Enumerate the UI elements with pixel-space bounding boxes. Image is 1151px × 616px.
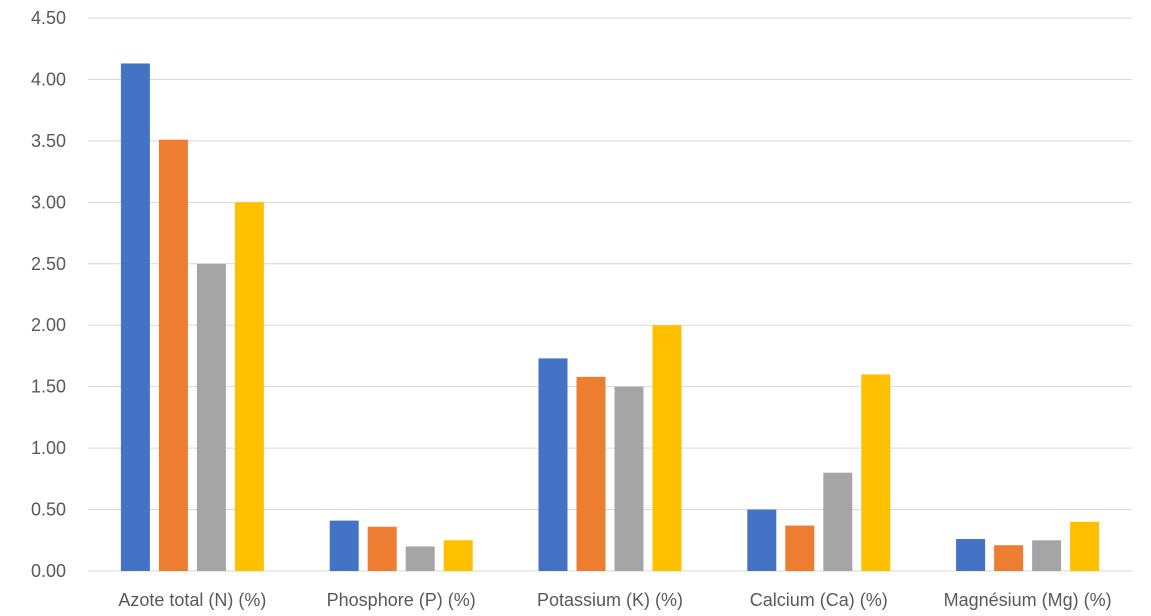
- y-tick-label: 4.00: [31, 69, 66, 89]
- bar-series3-cat2: [405, 546, 435, 571]
- x-category-label: Magnésium (Mg) (%): [944, 590, 1112, 610]
- y-tick-label: 0.50: [31, 500, 66, 520]
- bars: [120, 63, 1100, 572]
- y-tick-label: 1.00: [31, 438, 66, 458]
- bar-series2-cat3: [576, 376, 606, 571]
- bar-series1-cat5: [956, 539, 986, 571]
- x-category-label: Azote total (N) (%): [118, 590, 266, 610]
- bar-series4-cat1: [234, 202, 264, 572]
- bar-series4-cat4: [861, 374, 891, 571]
- y-tick-label: 2.00: [31, 315, 66, 335]
- x-category-label: Calcium (Ca) (%): [750, 590, 888, 610]
- bar-series1-cat1: [120, 63, 150, 572]
- bar-series2-cat5: [994, 545, 1024, 571]
- y-tick-label: 0.00: [31, 561, 66, 581]
- y-tick-label: 3.00: [31, 192, 66, 212]
- bar-series1-cat2: [329, 520, 359, 571]
- bar-series2-cat1: [158, 139, 188, 571]
- bar-series3-cat1: [196, 263, 226, 571]
- x-category-label: Phosphore (P) (%): [327, 590, 476, 610]
- bar-series4-cat3: [652, 325, 682, 571]
- bar-series3-cat5: [1032, 540, 1062, 571]
- bar-series3-cat3: [614, 386, 644, 571]
- y-tick-label: 2.50: [31, 254, 66, 274]
- bar-series2-cat2: [367, 526, 397, 571]
- bar-series1-cat4: [747, 509, 777, 571]
- y-tick-label: 3.50: [31, 131, 66, 151]
- bar-series1-cat3: [538, 358, 568, 571]
- x-category-label: Potassium (K) (%): [537, 590, 683, 610]
- bar-series2-cat4: [785, 525, 815, 571]
- y-tick-label: 4.50: [31, 8, 66, 28]
- bar-series4-cat2: [443, 540, 473, 571]
- bar-series3-cat4: [823, 472, 853, 571]
- x-axis-category-labels: Azote total (N) (%) Phosphore (P) (%) Pota…: [118, 590, 1111, 610]
- bar-series4-cat5: [1070, 521, 1100, 571]
- y-tick-label: 1.50: [31, 377, 66, 397]
- y-axis-tick-labels: 0.00 0.50 1.00 1.50 2.00 2.50 3.00 3.50 4.00 4.50: [31, 8, 66, 581]
